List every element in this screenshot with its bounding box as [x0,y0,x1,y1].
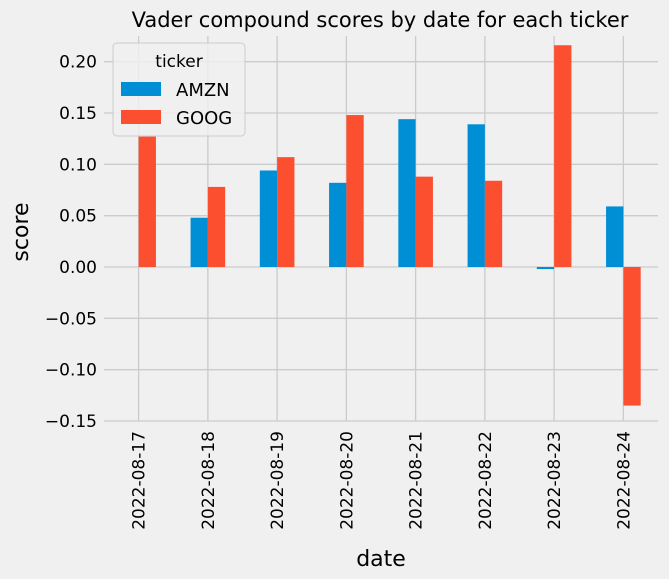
legend-title: ticker [155,52,202,72]
x-tick-label: 2022-08-18 [199,431,219,530]
bar-goog-2022-08-22 [484,180,503,267]
y-axis-label: score [9,202,34,261]
x-tick-label: 2022-08-23 [545,431,565,530]
bars [138,45,641,406]
y-tick-label: −0.10 [45,361,97,381]
y-tick-label: 0.15 [59,104,97,124]
bar-amzn-2022-08-20 [329,182,347,267]
x-tick-label: 2022-08-21 [407,431,427,530]
bar-amzn-2022-08-22 [467,124,485,267]
legend-swatch-goog [121,110,161,124]
bar-goog-2022-08-17 [138,136,156,267]
bar-goog-2022-08-24 [623,267,641,406]
bar-goog-2022-08-18 [207,186,226,267]
legend-label-goog: GOOG [176,108,232,129]
legend: ticker AMZN GOOG [112,42,246,137]
x-tick-label: 2022-08-22 [476,431,496,530]
y-tick-label: 0.05 [59,207,97,227]
bar-amzn-2022-08-24 [606,206,624,267]
x-tick-labels: 2022-08-17 2022-08-18 2022-08-19 2022-08-20… [130,431,635,530]
x-tick-label: 2022-08-17 [130,431,150,530]
legend-label-amzn: AMZN [176,80,230,101]
x-tick-label: 2022-08-24 [614,431,634,530]
bar-amzn-2022-08-21 [398,119,416,267]
y-tick-label: −0.05 [45,309,97,329]
bar-goog-2022-08-21 [415,176,433,267]
bar-goog-2022-08-23 [554,45,572,267]
bar-amzn-2022-08-19 [259,170,278,267]
y-tick-label: 0.00 [59,258,97,278]
x-tick-label: 2022-08-19 [268,431,288,530]
bar-amzn-2022-08-23 [536,267,555,270]
legend-swatch-amzn [121,82,161,96]
bar-amzn-2022-08-18 [190,217,208,267]
y-tick-label: 0.10 [59,155,97,175]
chart-title: Vader compound scores by date for each t… [132,8,629,32]
bar-goog-2022-08-19 [277,157,295,267]
y-tick-label: −0.15 [45,412,97,432]
bar-goog-2022-08-20 [346,115,364,267]
x-tick-label: 2022-08-20 [337,431,357,530]
y-tick-label: 0.20 [59,53,97,73]
y-tick-labels: −0.15 −0.10 −0.05 0.00 0.05 0.10 0.15 0.20 [45,53,97,432]
x-axis-label: date [356,547,406,572]
